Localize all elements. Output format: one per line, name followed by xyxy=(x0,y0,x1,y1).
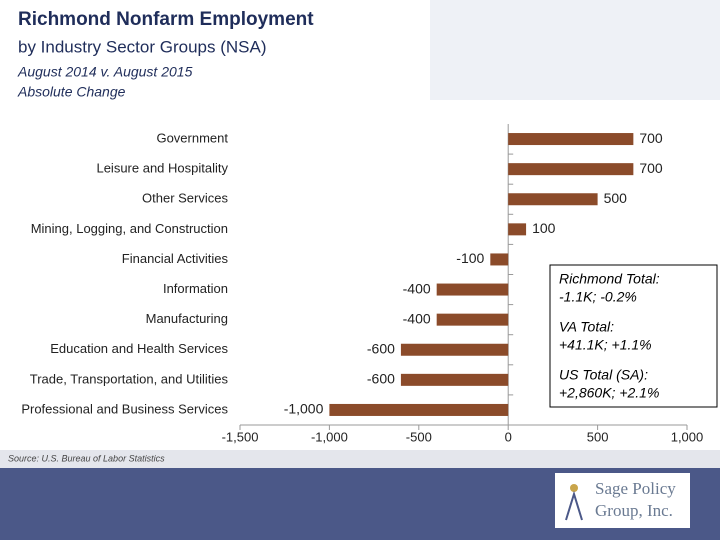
logo-text: Sage Policy xyxy=(595,479,676,498)
value-label: -100 xyxy=(456,250,484,266)
x-tick-label: -1,000 xyxy=(311,429,348,444)
chart-subtitle: by Industry Sector Groups (NSA) xyxy=(18,37,266,56)
value-label: -400 xyxy=(403,310,431,326)
bar xyxy=(329,403,509,416)
x-tick-label: 500 xyxy=(587,429,609,444)
source: Source: U.S. Bureau of Labor Statistics xyxy=(8,453,165,463)
x-tick-label: 1,000 xyxy=(671,429,704,444)
category-label: Information xyxy=(163,281,228,296)
measure: Absolute Change xyxy=(17,84,126,100)
value-label: -1,000 xyxy=(284,401,324,417)
value-label: -400 xyxy=(403,280,431,296)
period: August 2014 v. August 2015 xyxy=(17,64,193,80)
annotation-line: US Total (SA): xyxy=(559,367,648,383)
annotation-line: -1.1K; -0.2% xyxy=(559,289,637,305)
value-label: 700 xyxy=(639,160,663,176)
annotation-line: VA Total: xyxy=(559,319,614,335)
bar xyxy=(436,313,509,326)
value-label: 700 xyxy=(639,130,663,146)
bar xyxy=(508,223,527,236)
annotation-line: Richmond Total: xyxy=(559,271,660,287)
category-label: Government xyxy=(156,130,228,145)
bar xyxy=(508,163,634,176)
value-label: -600 xyxy=(367,340,395,356)
bar xyxy=(508,133,634,146)
bar xyxy=(400,343,509,356)
bar xyxy=(436,283,509,296)
category-label: Trade, Transportation, and Utilities xyxy=(30,371,229,386)
category-label: Manufacturing xyxy=(146,311,228,326)
bar xyxy=(490,253,509,266)
annotation-line: +2,860K; +2.1% xyxy=(559,385,659,401)
logo-box xyxy=(555,473,690,528)
annotation-line: +41.1K; +1.1% xyxy=(559,337,652,353)
category-label: Financial Activities xyxy=(122,251,229,266)
bar xyxy=(508,193,598,206)
source-band xyxy=(0,450,720,468)
logo-icon xyxy=(565,484,583,521)
value-label: -600 xyxy=(367,371,395,387)
value-label: 500 xyxy=(604,190,628,206)
category-label: Other Services xyxy=(142,191,228,206)
category-label: Leisure and Hospitality xyxy=(96,161,228,176)
chart-title: Richmond Nonfarm Employment xyxy=(18,9,314,30)
x-tick-label: 0 xyxy=(505,429,512,444)
bar xyxy=(400,373,509,386)
value-label: 100 xyxy=(532,220,556,236)
category-label: Education and Health Services xyxy=(50,341,228,356)
logo-text: Group, Inc. xyxy=(595,501,673,520)
category-label: Mining, Logging, and Construction xyxy=(31,221,228,236)
x-tick-label: -500 xyxy=(406,429,432,444)
category-label: Professional and Business Services xyxy=(21,401,228,416)
decor xyxy=(430,0,720,100)
x-tick-label: -1,500 xyxy=(222,429,259,444)
annotation-box xyxy=(549,264,718,408)
